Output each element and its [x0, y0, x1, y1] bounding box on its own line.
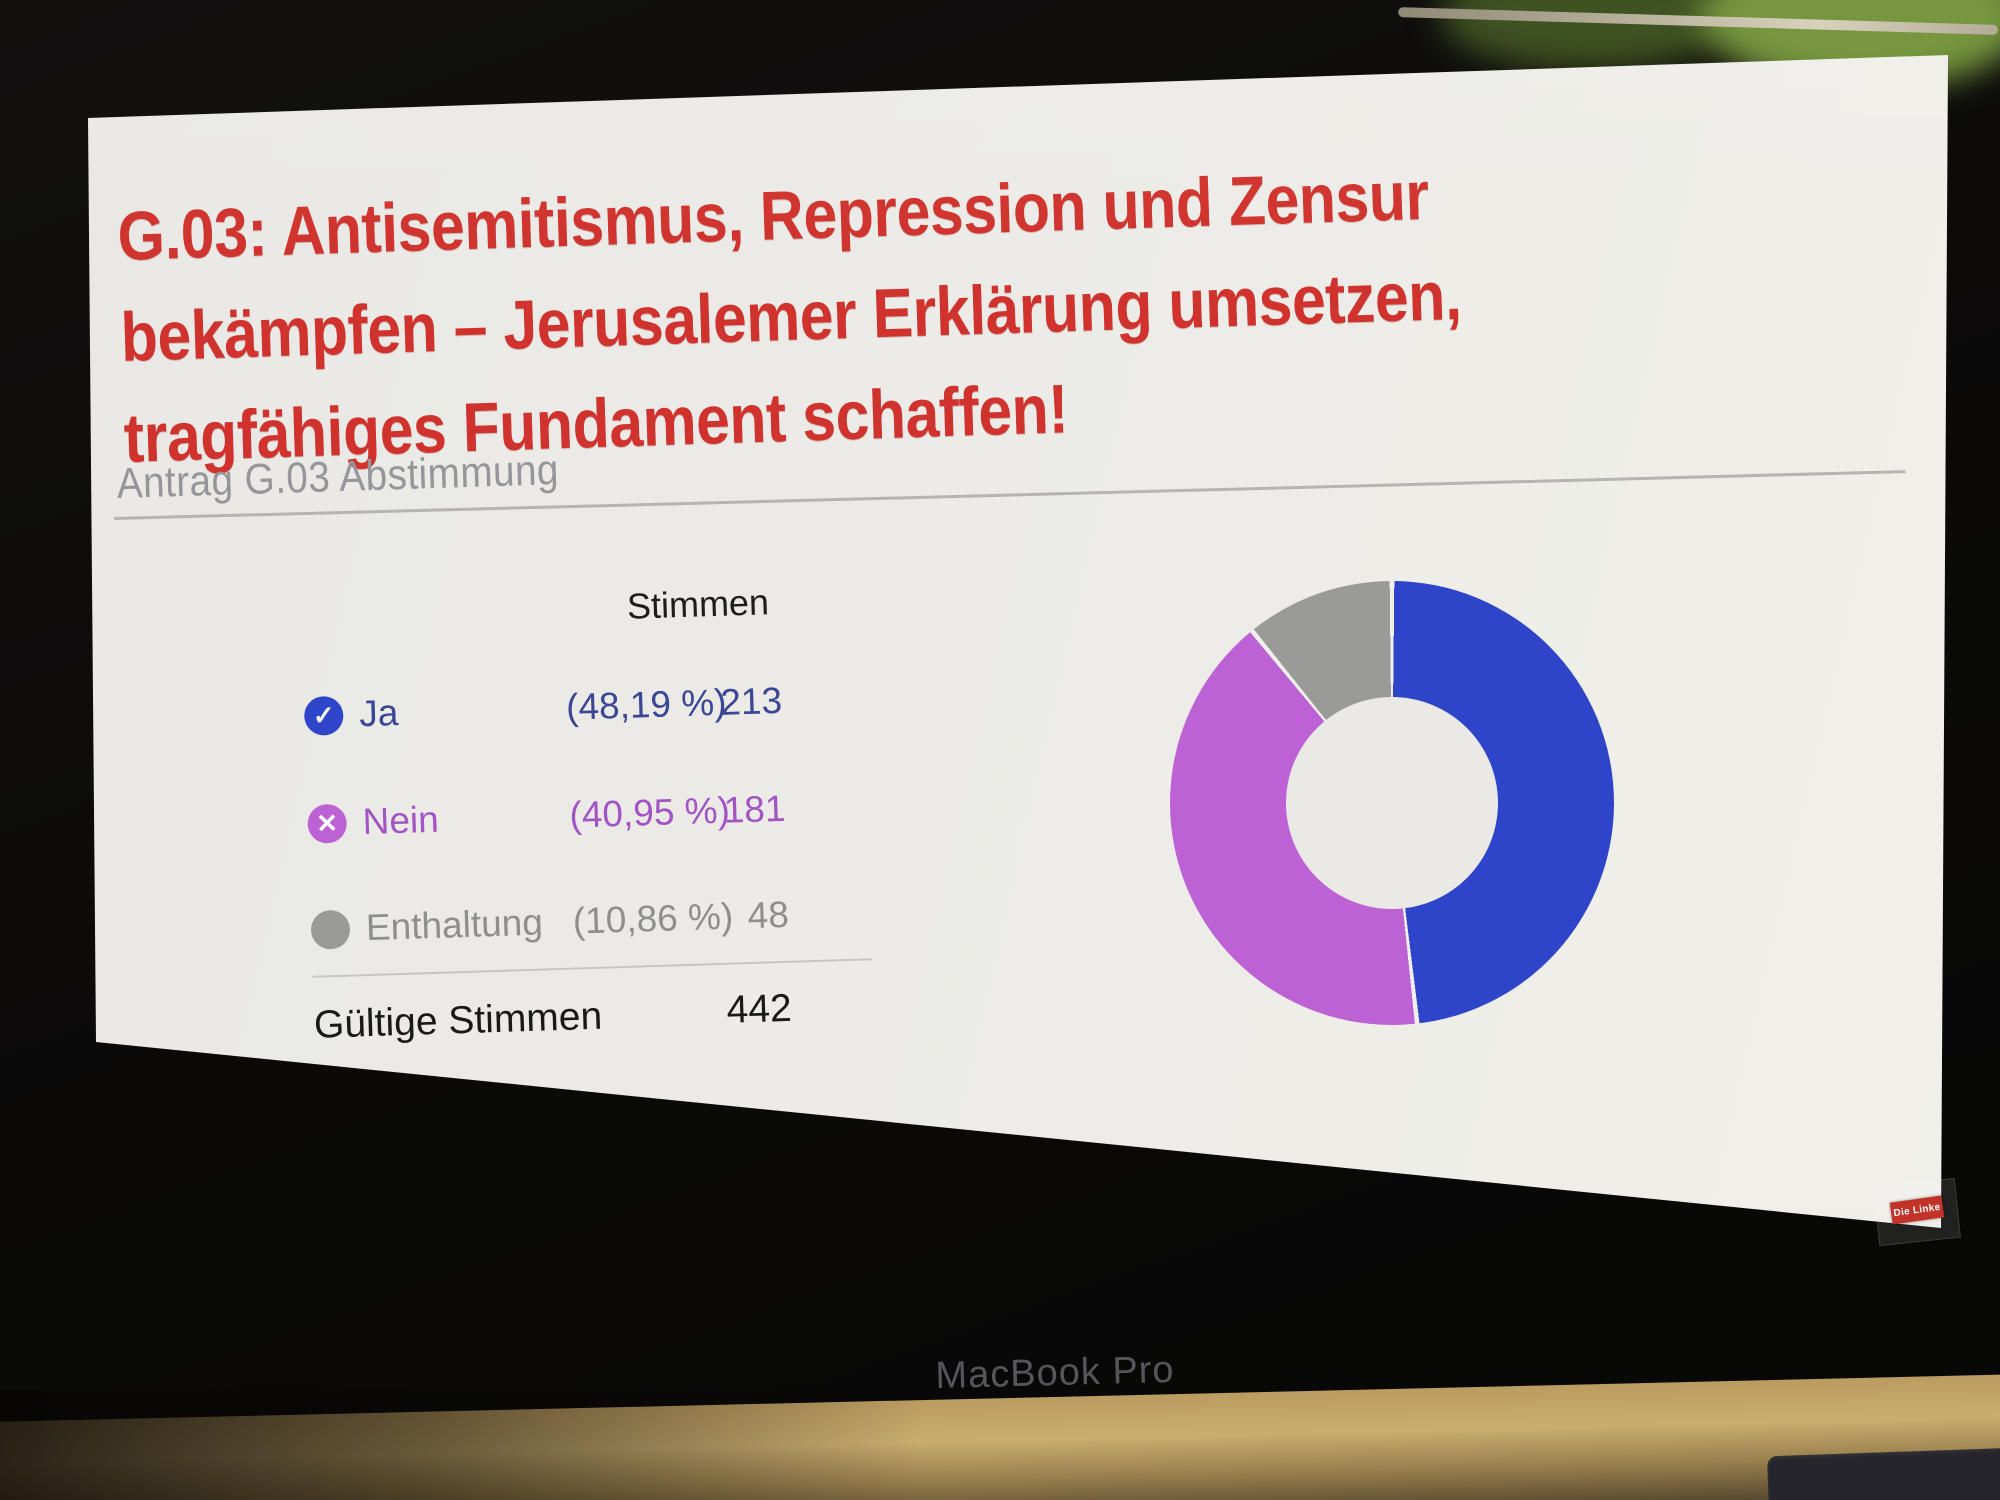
votes-column-header: Stimmen	[626, 581, 770, 627]
page-subtitle: Antrag G.03 Abstimmung	[116, 446, 560, 508]
page-title: G.03: Antisemitismus, Repression und Zen…	[116, 137, 1674, 488]
vote-count: 48	[746, 893, 790, 937]
vote-option-label: Ja	[358, 691, 399, 735]
vote-results-table: Stimmen ✓ Ja (48,19 %) 213 ✕ Nein (40,95…	[300, 562, 875, 1059]
vote-percent: (40,95 %)	[568, 789, 731, 836]
vote-count: 213	[719, 679, 783, 723]
check-icon: ✓	[303, 695, 344, 736]
keyboard-key	[1767, 1447, 2000, 1500]
vote-option-label: Enthaltung	[365, 901, 544, 949]
donut-chart	[1170, 581, 1614, 1025]
divider-rule	[113, 470, 1906, 520]
vote-row-ja: ✓ Ja (48,19 %) 213	[303, 674, 865, 740]
vote-percent: (48,19 %)	[565, 681, 728, 728]
cross-icon: ✕	[307, 803, 348, 844]
abstain-icon	[310, 909, 351, 950]
page-title-line-2: bekämpfen – Jerusalemer Erklärung umsetz…	[119, 256, 1463, 376]
vote-row-nein: ✕ Nein (40,95 %) 181	[307, 782, 868, 848]
valid-votes-label: Gültige Stimmen	[313, 994, 603, 1047]
vote-option-label: Nein	[361, 798, 440, 843]
vote-row-enthaltung: Enthaltung (10,86 %) 48	[310, 888, 871, 954]
table-divider	[312, 958, 873, 978]
valid-votes-row: Gültige Stimmen 442	[313, 982, 874, 1052]
vote-percent: (10,86 %)	[572, 895, 734, 942]
vote-count: 181	[723, 787, 787, 831]
donut-hole	[1286, 697, 1498, 909]
desk-shadow	[0, 1390, 2000, 1500]
valid-votes-count: 442	[725, 986, 793, 1032]
page-title-line-3: tragfähiges Fundament schaffen!	[122, 370, 1070, 477]
page-title-line-1: G.03: Antisemitismus, Repression und Zen…	[116, 156, 1430, 275]
